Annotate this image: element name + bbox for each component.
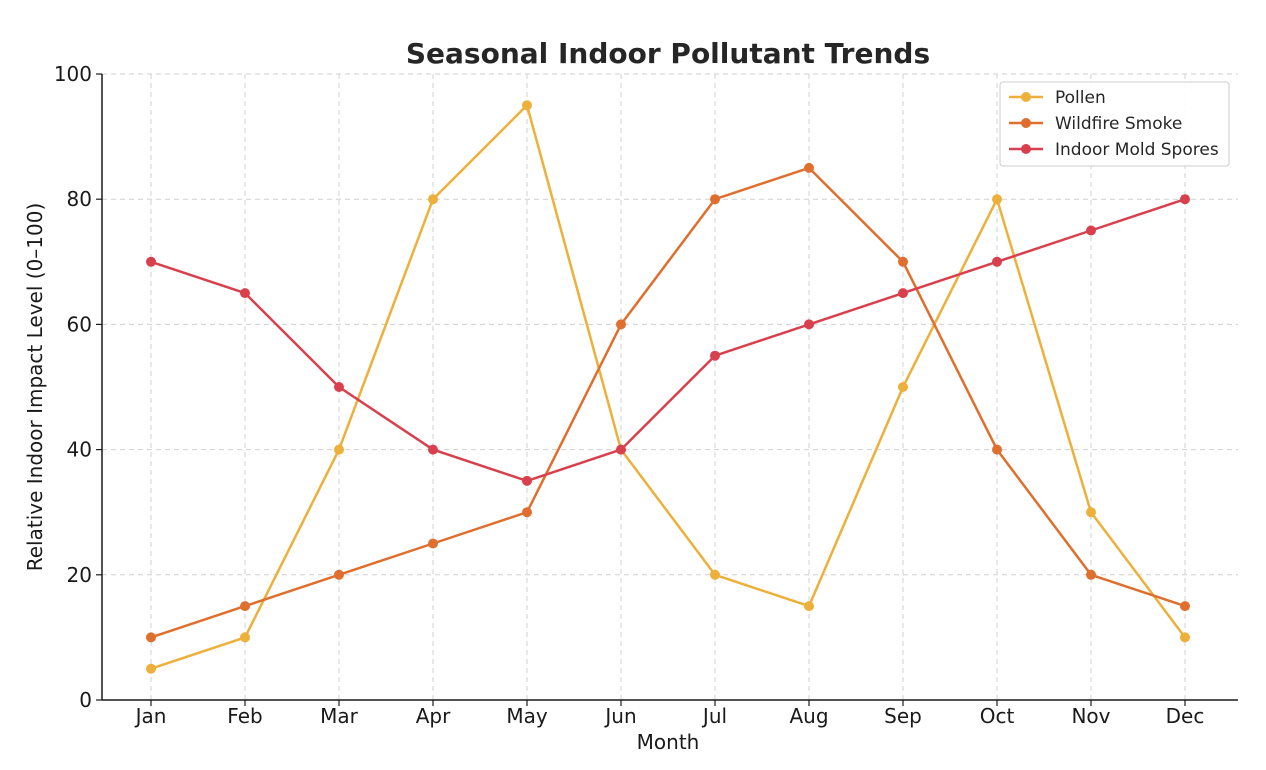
point-indoor-mold-spores-may <box>522 475 532 486</box>
point-pollen-jul <box>710 569 720 580</box>
point-pollen-mar <box>334 444 344 455</box>
x-tick-label-jul: Jul <box>701 704 727 728</box>
x-axis-label: Month <box>637 730 700 754</box>
series-line-indoor-mold-spores <box>149 197 1187 483</box>
y-tick-label-80: 80 <box>67 187 92 211</box>
point-wildfire-smoke-jul <box>710 194 720 205</box>
point-wildfire-smoke-dec <box>1180 601 1190 612</box>
series-wildfire-smoke <box>146 162 1190 643</box>
point-wildfire-smoke-oct <box>992 444 1002 455</box>
point-indoor-mold-spores-aug <box>804 319 814 330</box>
legend-label-pollen: Pollen <box>1055 88 1106 108</box>
series-line-wildfire-smoke <box>149 166 1187 639</box>
y-tick-label-20: 20 <box>67 563 92 587</box>
point-indoor-mold-spores-apr <box>428 444 438 455</box>
point-indoor-mold-spores-jun <box>616 444 626 455</box>
point-pollen-jan <box>146 663 156 674</box>
point-wildfire-smoke-nov <box>1086 569 1096 580</box>
grid <box>102 73 1238 701</box>
x-tick-label-aug: Aug <box>789 704 828 728</box>
point-indoor-mold-spores-mar <box>334 382 344 392</box>
point-indoor-mold-spores-sep <box>898 288 908 299</box>
point-pollen-dec <box>1180 632 1190 643</box>
legend-label-wildfire-smoke: Wildfire Smoke <box>1055 114 1182 134</box>
legend: Pollen Wildfire Smoke Indoor Mold Spores <box>999 81 1230 167</box>
series-indoor-mold-spores <box>146 194 1190 486</box>
x-tick-label-nov: Nov <box>1071 704 1110 728</box>
point-wildfire-smoke-feb <box>240 601 250 612</box>
point-wildfire-smoke-apr <box>428 538 438 549</box>
point-indoor-mold-spores-nov <box>1086 225 1096 236</box>
x-tick-label-dec: Dec <box>1166 704 1205 728</box>
point-wildfire-smoke-jan <box>146 632 156 643</box>
y-tick-label-100: 100 <box>54 62 92 86</box>
series-line-pollen <box>149 104 1187 670</box>
point-pollen-may <box>522 100 532 111</box>
legend-label-indoor-mold-spores: Indoor Mold Spores <box>1055 140 1219 160</box>
axes: Jan Feb Mar Apr May Jun Jul Aug Sep Oct Nov Dec 0 20 4… <box>54 62 1238 728</box>
point-wildfire-smoke-may <box>522 507 532 518</box>
y-tick-label-0: 0 <box>79 688 92 712</box>
x-tick-label-mar: Mar <box>320 704 359 728</box>
x-tick-label-jan: Jan <box>134 704 167 728</box>
point-indoor-mold-spores-feb <box>240 288 250 299</box>
x-tick-label-jun: Jun <box>603 704 636 728</box>
legend-swatch-marker-indoor-mold-spores <box>1021 144 1031 154</box>
point-pollen-nov <box>1086 507 1096 518</box>
x-tick-label-sep: Sep <box>884 704 922 728</box>
point-wildfire-smoke-aug <box>804 162 814 173</box>
point-wildfire-smoke-mar <box>334 569 344 580</box>
x-tick-label-feb: Feb <box>227 704 262 728</box>
x-tick-label-oct: Oct <box>980 704 1015 728</box>
y-axis-label: Relative Indoor Impact Level (0–100) <box>23 203 47 572</box>
legend-box <box>999 81 1230 167</box>
chart-title: Seasonal Indoor Pollutant Trends <box>406 37 930 70</box>
x-tick-label-apr: Apr <box>416 704 451 728</box>
point-indoor-mold-spores-jan <box>146 256 156 267</box>
point-pollen-oct <box>992 194 1002 205</box>
y-tick-label-60: 60 <box>67 312 92 336</box>
point-pollen-sep <box>898 382 908 392</box>
point-wildfire-smoke-sep <box>898 256 908 267</box>
x-tick-label-may: May <box>506 704 548 728</box>
series-pollen <box>146 100 1190 674</box>
legend-item-wildfire-smoke: Wildfire Smoke <box>1009 114 1182 134</box>
series-group <box>146 100 1190 674</box>
point-wildfire-smoke-jun <box>616 319 626 330</box>
point-indoor-mold-spores-dec <box>1180 194 1190 205</box>
y-tick-label-40: 40 <box>67 438 92 462</box>
legend-item-pollen: Pollen <box>1009 88 1106 108</box>
legend-item-indoor-mold-spores: Indoor Mold Spores <box>1009 140 1219 160</box>
legend-swatch-marker-pollen <box>1021 92 1031 102</box>
point-indoor-mold-spores-jul <box>710 350 720 361</box>
point-pollen-aug <box>804 601 814 612</box>
point-indoor-mold-spores-oct <box>992 256 1002 267</box>
point-pollen-apr <box>428 194 438 205</box>
legend-swatch-marker-wildfire-smoke <box>1021 118 1031 128</box>
point-pollen-feb <box>240 632 250 643</box>
